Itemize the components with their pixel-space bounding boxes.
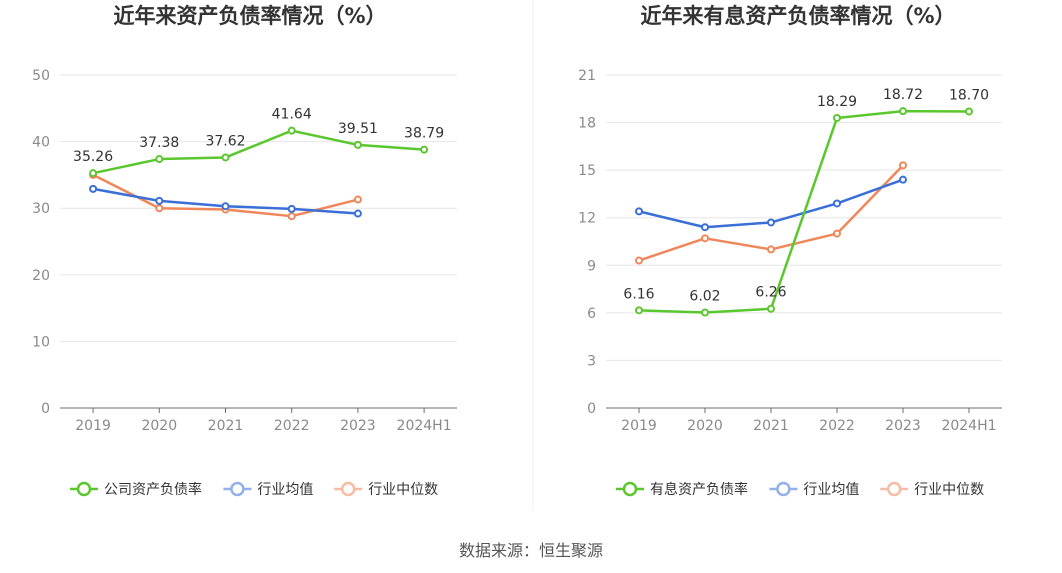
- y-tick-label: 6: [587, 306, 596, 322]
- legend-label: 行业均值: [803, 482, 859, 498]
- data-label: 39.51: [338, 121, 378, 137]
- legend-label: 行业中位数: [368, 482, 438, 498]
- data-point: [899, 161, 907, 170]
- legend-item-3[interactable]: 行业中位数: [880, 481, 984, 498]
- data-point: [767, 245, 775, 254]
- legend-item-1[interactable]: 公司资产负债率: [70, 481, 202, 498]
- data-point: [833, 113, 841, 122]
- data-label: 18.29: [817, 94, 857, 110]
- data-point: [353, 195, 362, 204]
- chart-panel-1: 近年来资产负债率情况（%） 0 10 20 30 40 50 2019 2020 2021 2022…: [32, 4, 457, 498]
- x-tick-label: 2022: [274, 418, 310, 434]
- legend-marker-icon: [230, 481, 245, 497]
- y-tick-label: 0: [587, 401, 596, 417]
- data-point: [899, 107, 907, 116]
- legend-label: 行业中位数: [914, 482, 984, 498]
- legend-label: 行业均值: [257, 482, 313, 498]
- chart-title: 近年来有息资产负债率情况（%）: [640, 4, 955, 28]
- data-point: [701, 234, 709, 243]
- legend-marker-icon: [776, 481, 791, 497]
- y-tick-label: 3: [587, 353, 596, 369]
- series-line-1: [638, 109, 970, 314]
- legend-marker-icon: [886, 481, 902, 497]
- y-tick-label: 0: [41, 401, 50, 417]
- data-label: 18.70: [949, 87, 989, 103]
- y-tick-label: 12: [578, 211, 596, 227]
- data-label: 18.72: [883, 87, 923, 103]
- y-tick-label: 40: [32, 135, 50, 151]
- data-point: [221, 153, 230, 162]
- legend-label: 公司资产负债率: [104, 481, 202, 498]
- chart-panel-2: 近年来有息资产负债率情况（%） 0 3 6 9 12 15 18 21 2019 2020 2021 2…: [578, 4, 1002, 498]
- data-label: 37.38: [139, 135, 179, 151]
- data-label: 37.62: [205, 133, 245, 149]
- x-tick-label: 2024H1: [397, 418, 452, 434]
- series-line-1: [92, 129, 425, 175]
- x-tick-label: 2020: [687, 418, 723, 434]
- data-point: [420, 145, 429, 154]
- data-point: [353, 209, 362, 218]
- data-point: [635, 256, 643, 265]
- y-tick-label: 9: [587, 258, 596, 274]
- y-tick-label: 20: [32, 268, 50, 284]
- legend-marker-icon: [340, 481, 356, 497]
- data-label: 6.26: [755, 285, 786, 301]
- x-tick-label: 2024H1: [941, 418, 996, 434]
- data-point: [833, 229, 841, 238]
- legend-item-2[interactable]: 行业均值: [769, 481, 859, 498]
- data-point: [833, 199, 841, 208]
- data-point: [701, 308, 709, 317]
- x-tick-label: 2019: [75, 418, 111, 434]
- x-tick-label: 2019: [621, 418, 657, 434]
- legend-item-2[interactable]: 行业均值: [223, 481, 313, 498]
- y-tick-label: 30: [32, 201, 50, 217]
- chart-title: 近年来资产负债率情况（%）: [113, 4, 386, 28]
- y-tick-label: 21: [578, 68, 596, 84]
- x-tick-label: 2020: [141, 418, 177, 434]
- data-point: [899, 175, 907, 184]
- data-point: [155, 204, 164, 213]
- legend-item-1[interactable]: 有息资产负债率: [616, 481, 748, 498]
- data-label: 41.64: [272, 107, 312, 123]
- data-point: [221, 202, 230, 211]
- data-label: 6.02: [689, 289, 720, 305]
- data-point: [89, 169, 98, 178]
- y-tick-label: 18: [578, 116, 596, 132]
- data-point: [287, 212, 296, 221]
- data-point: [89, 184, 98, 193]
- data-point: [701, 223, 709, 232]
- data-point: [635, 306, 643, 315]
- data-point: [965, 107, 973, 116]
- data-point: [767, 218, 775, 227]
- y-tick-label: 10: [32, 334, 50, 350]
- x-tick-label: 2023: [885, 418, 921, 434]
- x-tick-label: 2021: [753, 418, 789, 434]
- data-label: 6.16: [623, 286, 654, 302]
- data-point: [155, 196, 164, 205]
- legend-item-3[interactable]: 行业中位数: [334, 481, 438, 498]
- data-label: 35.26: [73, 149, 113, 165]
- data-point: [767, 304, 775, 313]
- x-tick-label: 2022: [819, 418, 855, 434]
- y-tick-label: 15: [578, 163, 596, 179]
- x-tick-label: 2021: [208, 418, 244, 434]
- data-label: 38.79: [404, 126, 444, 142]
- legend-marker-icon: [622, 481, 638, 497]
- source-note: 数据来源：恒生聚源: [459, 541, 603, 560]
- legend-label: 有息资产负债率: [650, 481, 748, 498]
- data-point: [287, 204, 296, 213]
- legend-marker-icon: [76, 481, 92, 497]
- data-point: [353, 140, 362, 149]
- x-tick-label: 2023: [340, 418, 376, 434]
- y-tick-label: 50: [32, 68, 50, 84]
- data-point: [635, 207, 643, 216]
- data-point: [155, 155, 164, 164]
- data-point: [287, 126, 296, 135]
